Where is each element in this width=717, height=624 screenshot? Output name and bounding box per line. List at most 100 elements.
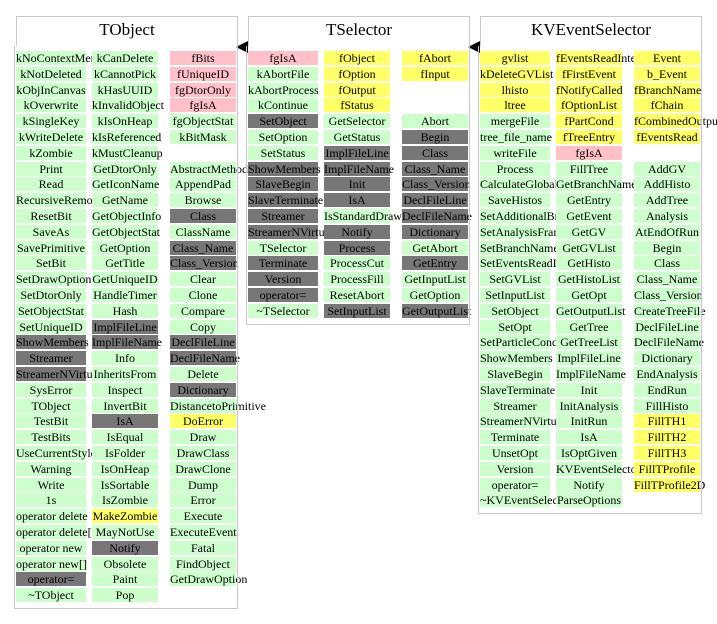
- member-cell: ShowMembers: [248, 162, 321, 176]
- member-cell: DeclFileName: [634, 335, 704, 349]
- member-cell: gvlist: [480, 51, 550, 65]
- member-cell: StreamerNVirtual: [480, 414, 566, 428]
- member-cell: operator=: [16, 572, 86, 586]
- member-cell: fBits: [170, 51, 236, 65]
- member-cell: GetAbort: [402, 241, 468, 255]
- member-cell: MayNotUse: [92, 525, 158, 539]
- member-cell: Read: [16, 177, 86, 191]
- member-cell: Clone: [170, 288, 236, 302]
- member-cell: fgIsA: [248, 51, 318, 65]
- member-cell: GetEvent: [556, 209, 622, 223]
- member-cell: ImplFileName: [324, 162, 394, 176]
- member-cell: FillTProfile: [634, 462, 700, 476]
- member-cell: IsA: [92, 414, 158, 428]
- member-cell: ProcessCut: [324, 256, 390, 270]
- member-cell: InitAnalysis: [556, 399, 622, 413]
- member-cell: Paint: [92, 572, 158, 586]
- class-box: [246, 46, 470, 325]
- member-cell: HandleTimer: [92, 288, 158, 302]
- member-cell: ImplFileName: [556, 367, 626, 381]
- member-cell: kContinue: [248, 98, 318, 112]
- member-cell: Terminate: [480, 430, 550, 444]
- member-cell: InitRun: [556, 414, 622, 428]
- inheritance-arrow-icon: [236, 41, 248, 53]
- member-cell: ~KVEventSelector: [480, 493, 572, 507]
- member-cell: GetInputList: [402, 272, 468, 286]
- member-cell: IsFolder: [92, 446, 158, 460]
- member-cell: DeclFileName: [170, 351, 240, 365]
- member-cell: ImplFileName: [92, 335, 162, 349]
- member-cell: CreateTreeFile: [634, 304, 706, 318]
- member-cell: Pop: [92, 588, 158, 602]
- member-cell: SetObjectStat: [16, 304, 86, 318]
- member-cell: Class_Version: [170, 256, 239, 270]
- member-cell: ShowMembers: [480, 351, 553, 365]
- member-cell: SlaveBegin: [480, 367, 550, 381]
- member-cell: Class_Version: [634, 288, 703, 302]
- member-cell: mergeFile: [480, 114, 550, 128]
- member-cell: kMustCleanup: [92, 146, 163, 160]
- member-cell: FillTree: [556, 162, 622, 176]
- class-box: [14, 46, 238, 609]
- member-cell: operator delete: [16, 509, 88, 523]
- member-cell: UnsetOpt: [480, 446, 550, 460]
- member-cell: DrawClone: [170, 462, 236, 476]
- member-cell: fObject: [324, 51, 390, 65]
- member-cell: SavePrimitive: [16, 241, 86, 255]
- member-cell: GetBranchName: [556, 177, 637, 191]
- member-cell: TObject: [16, 399, 86, 413]
- member-cell: Fatal: [170, 541, 236, 555]
- member-cell: ImplFileLine: [324, 146, 390, 160]
- member-cell: Begin: [634, 241, 700, 255]
- member-cell: ResetBit: [16, 209, 86, 223]
- member-cell: DeclFileLine: [402, 193, 468, 207]
- member-cell: kIsOnHeap: [92, 114, 158, 128]
- member-cell: Streamer: [16, 351, 86, 365]
- member-cell: SetDtorOnly: [16, 288, 86, 302]
- member-cell: Dictionary: [634, 351, 700, 365]
- member-cell: kSingleKey: [16, 114, 86, 128]
- member-cell: kIsReferenced: [92, 130, 162, 144]
- member-cell: GetOutputList: [402, 304, 472, 318]
- member-cell: InheritsFrom: [92, 367, 158, 381]
- member-cell: SlaveBegin: [248, 177, 318, 191]
- member-cell: fCombinedOutputFile: [634, 114, 717, 128]
- member-cell: GetGV: [556, 225, 622, 239]
- member-cell: GetObjectInfo: [92, 209, 162, 223]
- member-cell: GetTreeList: [556, 335, 622, 349]
- member-cell: Event: [634, 51, 700, 65]
- member-cell: GetStatus: [324, 130, 390, 144]
- member-cell: SetStatus: [248, 146, 318, 160]
- member-cell: operator delete[]: [16, 525, 96, 539]
- class-title-tobject: TObject: [99, 20, 155, 39]
- member-cell: SetAnalysisFrame: [480, 225, 568, 239]
- member-cell: FillTH1: [634, 414, 700, 428]
- member-cell: GetIconName: [92, 177, 160, 191]
- member-cell: SetGVList: [480, 272, 550, 286]
- member-cell: InvertBit: [92, 399, 158, 413]
- member-cell: kWriteDelete: [16, 130, 86, 144]
- member-cell: Notify: [556, 478, 622, 492]
- member-cell: Class_Name: [634, 272, 700, 286]
- tselector-header-box: [248, 16, 470, 46]
- member-cell: EndRun: [634, 383, 700, 397]
- member-cell: operator new[]: [16, 557, 87, 571]
- member-cell: operator new: [16, 541, 86, 555]
- member-cell: AddHisto: [634, 177, 700, 191]
- member-cell: ~TObject: [16, 588, 86, 602]
- member-cell: SaveHistos: [480, 193, 550, 207]
- member-cell: RecursiveRemove: [16, 193, 104, 207]
- member-cell: Hash: [92, 304, 158, 318]
- member-cell: tree_file_name: [480, 130, 552, 144]
- member-cell: FindObject: [170, 557, 236, 571]
- member-cell: DistancetoPrimitive: [170, 399, 266, 413]
- member-cell: GetHistoList: [556, 272, 622, 286]
- member-cell: ExecuteEvent: [170, 525, 237, 539]
- member-cell: AbstractMethod: [170, 162, 248, 176]
- member-cell: SlaveTerminate: [480, 383, 556, 397]
- member-cell: fPartCond: [556, 114, 622, 128]
- inheritance-arrow-icon: [468, 41, 480, 53]
- member-cell: MakeZombie: [92, 509, 158, 523]
- member-cell: GetTitle: [92, 256, 158, 270]
